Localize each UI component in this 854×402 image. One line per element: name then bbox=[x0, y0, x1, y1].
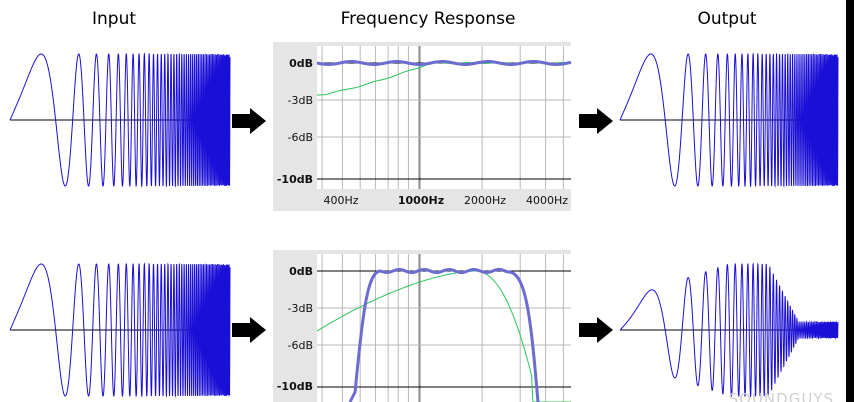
arrow-right-icon bbox=[232, 108, 266, 134]
input-waveform bbox=[9, 262, 231, 398]
output-header: Output bbox=[697, 9, 757, 29]
output-waveform bbox=[619, 52, 839, 188]
y-tick-label: 0dB bbox=[289, 57, 313, 70]
response-plot bbox=[316, 254, 571, 402]
x-tick-label: 400Hz bbox=[323, 194, 359, 207]
waveform-trace bbox=[9, 52, 231, 188]
input-waveform bbox=[9, 52, 231, 188]
input-header: Input bbox=[91, 9, 137, 29]
y-tick-label: -6dB bbox=[287, 131, 314, 144]
response-curve-main bbox=[316, 60, 572, 67]
waveform-trace bbox=[9, 262, 231, 398]
y-tick-label: -10dB bbox=[276, 380, 313, 393]
arrow-right-icon bbox=[579, 108, 613, 134]
arrow-right-icon bbox=[232, 317, 266, 343]
frequency-response-panel: 0dB -3dB -6dB -10dB 400Hz 1000Hz 2000Hz … bbox=[273, 42, 572, 211]
waveform-trace bbox=[619, 262, 839, 398]
x-tick-label: 4000Hz bbox=[525, 194, 569, 207]
watermark: SOUNDGUYS bbox=[728, 390, 834, 402]
y-tick-label: -10dB bbox=[276, 173, 313, 186]
response-plot-area bbox=[317, 254, 571, 402]
response-plot-area bbox=[317, 46, 571, 189]
waveform-trace bbox=[619, 52, 839, 188]
y-tick-label: 0dB bbox=[289, 265, 313, 278]
response-curve-main bbox=[348, 267, 540, 402]
output-waveform bbox=[619, 262, 839, 398]
x-tick-label: 2000Hz bbox=[463, 194, 507, 207]
y-tick-label: -6dB bbox=[287, 339, 314, 352]
frequency-response-header: Frequency Response bbox=[340, 9, 516, 29]
arrow-right-icon bbox=[579, 317, 613, 343]
frequency-response-panel: 0dB -3dB -6dB -10dB bbox=[273, 250, 571, 402]
y-tick-label: -3dB bbox=[287, 94, 314, 107]
response-curve-secondary bbox=[317, 62, 572, 96]
y-tick-label: -3dB bbox=[287, 302, 314, 315]
x-tick-label: 1000Hz bbox=[397, 194, 445, 207]
window-edge bbox=[846, 0, 854, 402]
response-curve-secondary bbox=[316, 270, 571, 402]
response-plot bbox=[316, 46, 572, 189]
